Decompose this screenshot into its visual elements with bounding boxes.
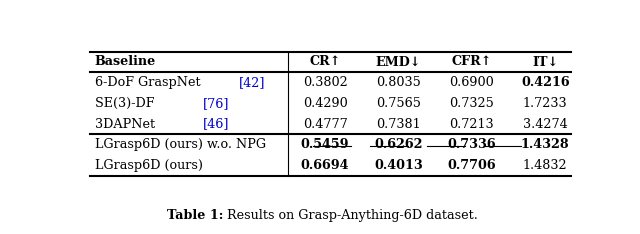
Text: 3.4274: 3.4274 (523, 117, 568, 131)
Text: 0.8035: 0.8035 (376, 76, 421, 89)
Text: 6-DoF GraspNet: 6-DoF GraspNet (95, 76, 205, 89)
Text: Baseline: Baseline (95, 55, 156, 68)
Text: CR↑: CR↑ (309, 55, 340, 68)
Text: 0.7213: 0.7213 (449, 117, 494, 131)
Text: 0.7565: 0.7565 (376, 97, 421, 110)
Text: [46]: [46] (204, 117, 230, 131)
Text: 0.4777: 0.4777 (303, 117, 348, 131)
Text: [76]: [76] (203, 97, 229, 110)
Text: 1.4832: 1.4832 (523, 159, 568, 172)
Text: 0.6262: 0.6262 (374, 138, 422, 151)
Text: 0.7381: 0.7381 (376, 117, 420, 131)
Text: Table 1:: Table 1: (167, 209, 223, 222)
Text: IT↓: IT↓ (532, 55, 558, 68)
Text: 0.4013: 0.4013 (374, 159, 423, 172)
Text: 0.3802: 0.3802 (303, 76, 348, 89)
Text: 0.4216: 0.4216 (521, 76, 570, 89)
Text: 0.7325: 0.7325 (449, 97, 494, 110)
Text: 1.4328: 1.4328 (521, 138, 570, 151)
Text: 0.7336: 0.7336 (447, 138, 496, 151)
Text: 0.6900: 0.6900 (449, 76, 494, 89)
Text: [42]: [42] (239, 76, 265, 89)
Text: EMD↓: EMD↓ (376, 55, 421, 68)
Text: 3DAPNet: 3DAPNet (95, 117, 159, 131)
Text: 0.6694: 0.6694 (301, 159, 349, 172)
Text: LGrasp6D (ours): LGrasp6D (ours) (95, 159, 203, 172)
Text: 0.4290: 0.4290 (303, 97, 348, 110)
Text: SE(3)-DF: SE(3)-DF (95, 97, 158, 110)
Text: 0.5459: 0.5459 (301, 138, 349, 151)
Text: Table 1: Results on Grasp-Anything-6D dataset.: Table 1: Results on Grasp-Anything-6D da… (167, 209, 473, 222)
Text: CFR↑: CFR↑ (452, 55, 492, 68)
Text: 0.7706: 0.7706 (447, 159, 496, 172)
Text: LGrasp6D (ours) w.o. NPG: LGrasp6D (ours) w.o. NPG (95, 138, 266, 151)
Text: Results on Grasp-Anything-6D dataset.: Results on Grasp-Anything-6D dataset. (223, 209, 478, 222)
Text: 1.7233: 1.7233 (523, 97, 568, 110)
